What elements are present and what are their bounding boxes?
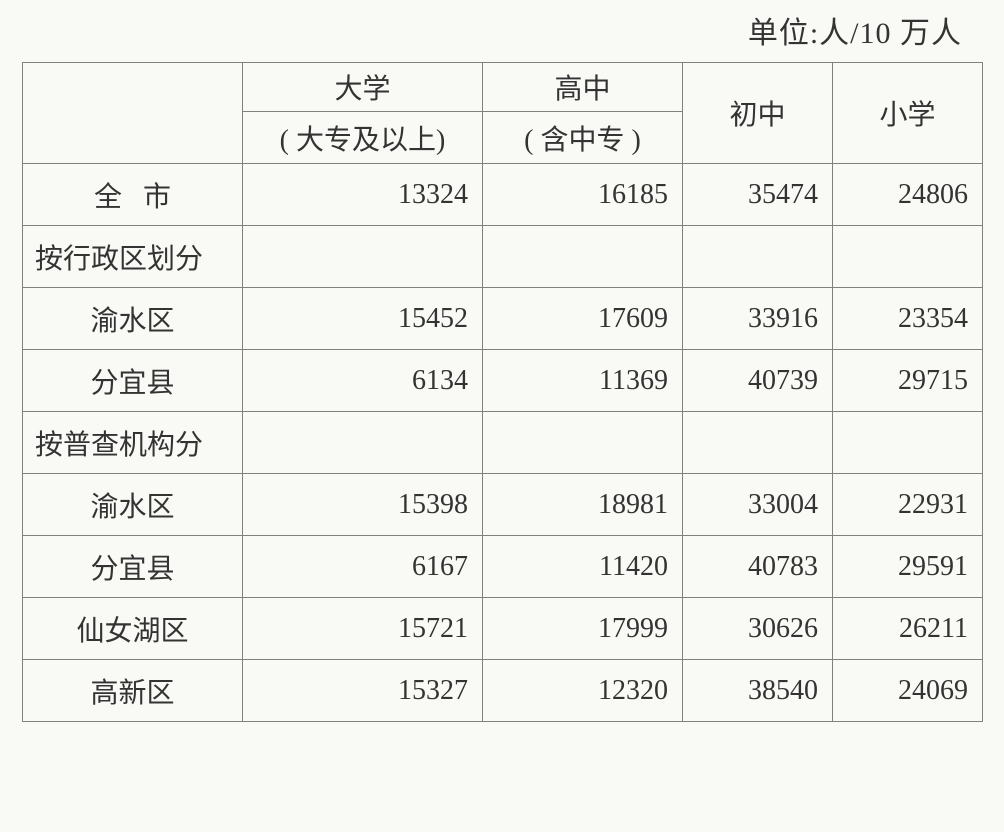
table-row: 分宜县6167114204078329591	[23, 536, 983, 598]
table-header-row-1: 大学 高中 初中 小学	[23, 63, 983, 112]
header-primary: 小学	[833, 63, 983, 164]
highschool-cell: 12320	[483, 660, 683, 722]
primary-cell: 22931	[833, 474, 983, 536]
table-row: 高新区15327123203854024069	[23, 660, 983, 722]
middle-cell: 30626	[683, 598, 833, 660]
region-cell: 渝水区	[23, 288, 243, 350]
region-cell: 全 市	[23, 164, 243, 226]
highschool-cell	[483, 412, 683, 474]
primary-cell: 26211	[833, 598, 983, 660]
middle-cell: 40783	[683, 536, 833, 598]
header-highschool-sub: ( 含中专 )	[483, 112, 683, 164]
region-cell: 分宜县	[23, 536, 243, 598]
highschool-cell: 16185	[483, 164, 683, 226]
table-row: 渝水区15398189813300422931	[23, 474, 983, 536]
primary-cell: 24806	[833, 164, 983, 226]
middle-cell: 35474	[683, 164, 833, 226]
table-row: 分宜县6134113694073929715	[23, 350, 983, 412]
primary-cell: 29591	[833, 536, 983, 598]
region-cell: 按普查机构分	[23, 412, 243, 474]
middle-cell	[683, 226, 833, 288]
university-cell: 6134	[243, 350, 483, 412]
header-university-top: 大学	[243, 63, 483, 112]
table-row: 仙女湖区15721179993062626211	[23, 598, 983, 660]
primary-cell: 29715	[833, 350, 983, 412]
table-row: 按普查机构分	[23, 412, 983, 474]
highschool-cell: 11420	[483, 536, 683, 598]
university-cell: 15327	[243, 660, 483, 722]
highschool-cell: 18981	[483, 474, 683, 536]
university-cell: 15452	[243, 288, 483, 350]
header-university-sub: ( 大专及以上)	[243, 112, 483, 164]
highschool-cell: 17999	[483, 598, 683, 660]
primary-cell: 24069	[833, 660, 983, 722]
table-row: 按行政区划分	[23, 226, 983, 288]
middle-cell: 33004	[683, 474, 833, 536]
middle-cell: 38540	[683, 660, 833, 722]
university-cell	[243, 226, 483, 288]
university-cell	[243, 412, 483, 474]
middle-cell: 33916	[683, 288, 833, 350]
region-cell: 渝水区	[23, 474, 243, 536]
middle-cell	[683, 412, 833, 474]
university-cell: 13324	[243, 164, 483, 226]
header-middle: 初中	[683, 63, 833, 164]
header-region	[23, 63, 243, 164]
middle-cell: 40739	[683, 350, 833, 412]
university-cell: 15721	[243, 598, 483, 660]
primary-cell	[833, 226, 983, 288]
primary-cell: 23354	[833, 288, 983, 350]
university-cell: 6167	[243, 536, 483, 598]
table-row: 全 市13324161853547424806	[23, 164, 983, 226]
region-cell: 仙女湖区	[23, 598, 243, 660]
table-body: 全 市13324161853547424806按行政区划分渝水区15452176…	[23, 164, 983, 722]
header-highschool-top: 高中	[483, 63, 683, 112]
table-row: 渝水区15452176093391623354	[23, 288, 983, 350]
highschool-cell: 11369	[483, 350, 683, 412]
unit-label: 单位:人/10 万人	[22, 8, 982, 52]
region-cell: 按行政区划分	[23, 226, 243, 288]
region-cell: 分宜县	[23, 350, 243, 412]
highschool-cell: 17609	[483, 288, 683, 350]
region-cell: 高新区	[23, 660, 243, 722]
primary-cell	[833, 412, 983, 474]
highschool-cell	[483, 226, 683, 288]
education-table: 大学 高中 初中 小学 ( 大专及以上) ( 含中专 ) 全 市13324161…	[22, 62, 983, 722]
university-cell: 15398	[243, 474, 483, 536]
